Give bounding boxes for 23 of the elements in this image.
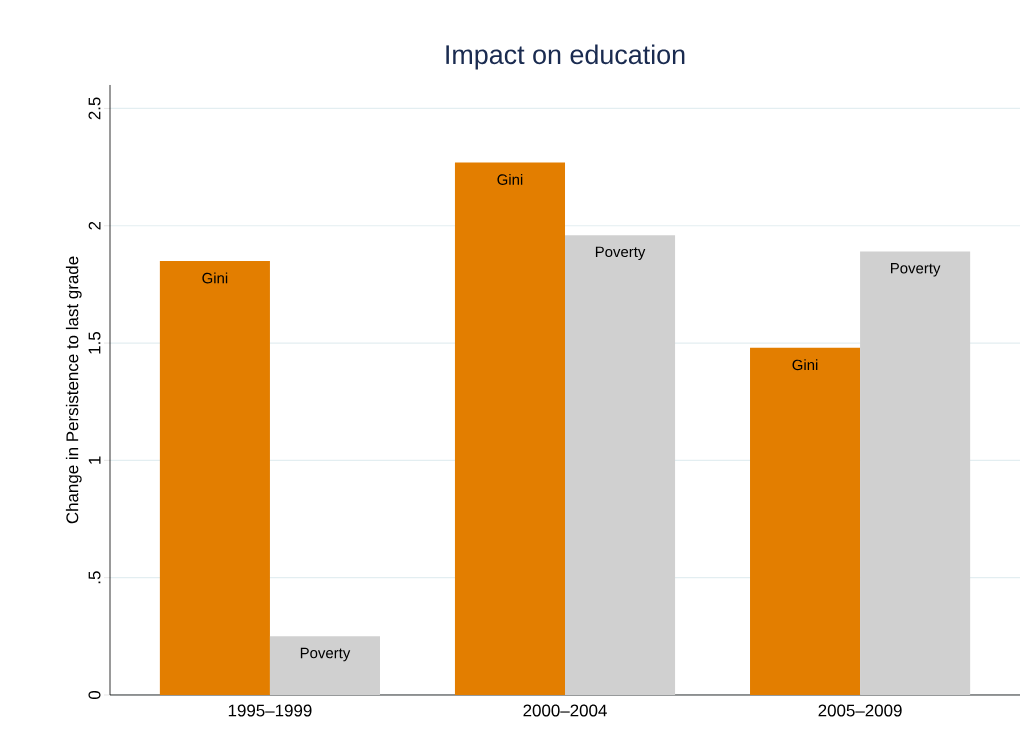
series-label: Gini: [202, 272, 228, 284]
y-axis-title: Change in Persistence to last grade: [65, 256, 82, 524]
y-tick-label: 1.5: [88, 332, 101, 354]
bar: [860, 251, 971, 695]
x-tick-label: 2005–2009: [818, 704, 902, 717]
x-tick-label: 1995–1999: [228, 704, 312, 717]
bar: [454, 162, 566, 695]
y-tick-label: .5: [88, 571, 101, 584]
bar: [269, 636, 380, 695]
x-tick-label: 2000–2004: [523, 704, 607, 717]
chart-title: Impact on education: [446, 44, 685, 70]
y-tick-label: 0: [88, 690, 101, 700]
bar: [750, 347, 861, 695]
bar: [565, 235, 676, 695]
text: Poverty: [595, 246, 646, 261]
bar: [159, 260, 270, 695]
text: Poverty: [891, 263, 941, 277]
text: Gini: [497, 173, 523, 185]
series-label: Poverty: [300, 647, 351, 662]
text: Gini: [792, 359, 818, 371]
y-tick-label: 2.5: [88, 97, 101, 120]
y-tick-label: 2: [88, 221, 101, 230]
y-tick-label: 1: [88, 456, 101, 464]
